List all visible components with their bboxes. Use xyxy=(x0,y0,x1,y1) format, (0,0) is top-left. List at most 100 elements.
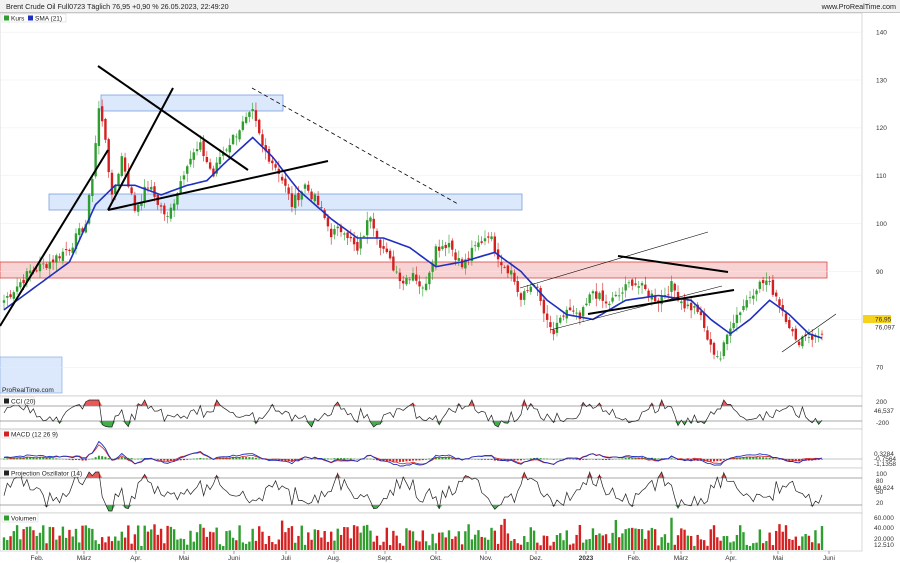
volume-bar xyxy=(19,539,22,550)
volume-bar xyxy=(667,542,670,550)
macd-histogram-bar xyxy=(582,459,585,460)
macd-histogram-bar xyxy=(441,456,444,460)
macd-histogram-bar xyxy=(778,459,781,460)
watermark: ProRealTime.com xyxy=(2,387,54,394)
macd-histogram-bar xyxy=(369,458,372,460)
candle-body xyxy=(781,305,784,311)
macd-histogram-bar xyxy=(618,458,621,460)
macd-histogram-bar xyxy=(673,458,676,460)
candle-body xyxy=(644,284,647,290)
candle-body xyxy=(719,358,722,360)
volume-bar xyxy=(231,537,235,550)
macd-value-1: 0,3284 xyxy=(874,451,894,458)
volume-bar xyxy=(774,530,778,550)
volume-bar xyxy=(712,525,716,550)
volume-bar xyxy=(758,529,762,550)
macd-histogram-bar xyxy=(281,459,284,462)
macd-histogram-bar xyxy=(412,459,414,461)
macd-histogram-bar xyxy=(706,459,709,462)
candle-body xyxy=(228,145,231,153)
candle-body xyxy=(408,279,411,281)
volume-bar xyxy=(107,536,110,550)
candle-body xyxy=(104,118,107,140)
volume-bar xyxy=(388,545,392,550)
volume-bar xyxy=(634,528,637,550)
candle-body xyxy=(313,194,317,202)
candle-body xyxy=(434,246,438,266)
macd-panel[interactable] xyxy=(0,428,863,469)
candle-body xyxy=(797,341,801,346)
volume-bar xyxy=(696,534,699,550)
volume-bar xyxy=(58,535,61,550)
volume-bar xyxy=(680,528,683,550)
macd-histogram-bar xyxy=(794,459,797,462)
volume-bar xyxy=(542,535,546,550)
volume-bar xyxy=(336,528,339,550)
volume-bar xyxy=(647,530,650,550)
candle-body xyxy=(604,301,608,304)
candle-body xyxy=(516,281,519,292)
sma-value-label: 76,097 xyxy=(875,325,895,332)
macd-histogram-bar xyxy=(614,458,617,460)
macd-histogram-bar xyxy=(336,457,339,460)
candle-body xyxy=(123,157,127,172)
candle-body xyxy=(559,317,562,323)
volume-bar xyxy=(631,527,634,550)
candle-body xyxy=(316,195,320,205)
macd-histogram-bar xyxy=(503,459,506,461)
macd-histogram-bar xyxy=(353,458,356,460)
volume-bar xyxy=(729,542,732,550)
macd-legend: MACD (12 26 9) xyxy=(11,432,58,439)
macd-histogram-bar xyxy=(32,457,35,460)
volume-bar xyxy=(94,540,97,550)
volume-bar xyxy=(74,528,78,550)
macd-signal-line xyxy=(4,444,823,465)
candle-body xyxy=(621,292,624,294)
macd-histogram-bar xyxy=(294,459,297,461)
macd-histogram-bar xyxy=(398,459,401,462)
macd-histogram-bar xyxy=(611,459,614,460)
macd-histogram-bar xyxy=(42,457,45,460)
volume-bar xyxy=(428,545,431,550)
candle-body xyxy=(598,292,601,300)
candle-body xyxy=(640,283,644,286)
volume-bar xyxy=(22,529,25,550)
volume-bar xyxy=(100,537,104,550)
candle-body xyxy=(578,312,582,319)
candle-body xyxy=(202,140,205,157)
macd-histogram-bar xyxy=(376,459,379,461)
candle-body xyxy=(42,263,45,265)
volume-bar xyxy=(483,537,487,550)
cci-tick-200: 200 xyxy=(876,399,887,406)
chart-header: Brent Crude Oil Full0723 Täglich 76,95 +… xyxy=(0,0,900,13)
proj-tick-100: 100 xyxy=(876,471,887,478)
candle-body xyxy=(424,283,428,291)
volume-bar xyxy=(280,520,284,550)
candle-body xyxy=(703,312,706,328)
candle-body xyxy=(264,145,267,152)
volume-bar xyxy=(61,526,65,550)
projection-panel[interactable] xyxy=(0,467,863,514)
candle-body xyxy=(689,302,693,311)
macd-histogram-bar xyxy=(461,458,464,460)
volume-bar xyxy=(64,537,68,550)
candle-body xyxy=(732,322,735,329)
candle-body xyxy=(460,259,464,268)
volume-bar xyxy=(303,544,307,550)
macd-histogram-bar xyxy=(38,457,41,460)
last-price-label: 76,95 xyxy=(875,317,892,324)
volume-bar xyxy=(568,544,572,550)
volume-bar xyxy=(559,533,562,550)
volume-bar xyxy=(182,539,186,550)
macd-histogram-bar xyxy=(444,457,447,460)
volume-bar xyxy=(375,535,379,550)
candle-body xyxy=(280,176,284,181)
candle-body xyxy=(199,142,202,150)
volume-bar xyxy=(437,532,441,550)
site-link[interactable]: www.ProRealTime.com xyxy=(821,2,896,11)
volume-bar xyxy=(454,536,457,550)
volume-bar xyxy=(699,539,703,550)
volume-bar xyxy=(25,526,29,550)
candle-body xyxy=(660,296,663,305)
